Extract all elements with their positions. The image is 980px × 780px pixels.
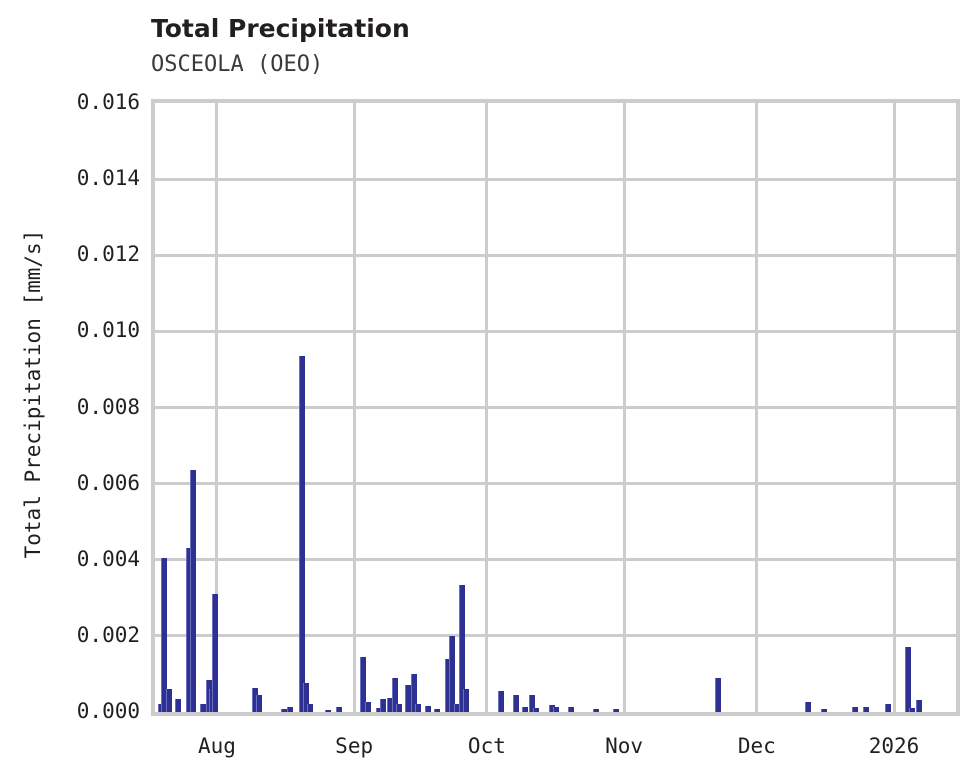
bar bbox=[415, 704, 422, 712]
vertical-gridline bbox=[622, 103, 626, 712]
y-axis-tick-label: 0.000 bbox=[76, 699, 140, 723]
bar bbox=[497, 691, 504, 712]
plot-area bbox=[151, 99, 960, 716]
bar bbox=[186, 548, 193, 712]
bar bbox=[325, 710, 332, 712]
bar bbox=[157, 704, 164, 712]
bar bbox=[915, 699, 922, 712]
bar bbox=[307, 703, 314, 712]
bar bbox=[805, 701, 812, 712]
chart-title: Total Precipitation bbox=[151, 14, 410, 43]
bar bbox=[568, 707, 575, 712]
x-axis-tick-label: Sep bbox=[335, 734, 374, 758]
y-axis-tick-label: 0.008 bbox=[76, 394, 140, 419]
bar bbox=[298, 356, 305, 712]
bar bbox=[166, 689, 173, 712]
bar bbox=[252, 688, 259, 712]
horizontal-gridline bbox=[155, 406, 956, 409]
horizontal-gridline bbox=[155, 253, 956, 257]
bar bbox=[205, 679, 212, 712]
bar bbox=[908, 708, 915, 712]
bar bbox=[255, 694, 262, 712]
bar bbox=[336, 707, 343, 712]
bar bbox=[714, 677, 721, 712]
y-axis-tick-label: 0.010 bbox=[76, 318, 140, 343]
bar bbox=[190, 470, 197, 712]
bar bbox=[462, 689, 469, 712]
bar bbox=[286, 707, 293, 712]
horizontal-gridline bbox=[155, 177, 956, 181]
horizontal-gridline bbox=[155, 482, 956, 486]
bar bbox=[513, 694, 520, 712]
bar bbox=[424, 705, 431, 712]
y-axis-tick-label: 0.014 bbox=[76, 166, 140, 191]
x-axis-tick-label: Dec bbox=[737, 734, 776, 758]
bar bbox=[161, 557, 168, 712]
bar bbox=[200, 704, 207, 712]
bar bbox=[553, 706, 559, 712]
bar bbox=[212, 594, 219, 712]
y-axis-tick-label: 0.006 bbox=[76, 470, 140, 495]
vertical-gridline bbox=[485, 103, 489, 712]
y-axis-tick-labels: 0.016 0.014 0.012 0.010 0.008 0.006 0.004 0.002… bbox=[0, 0, 140, 780]
horizontal-gridline bbox=[155, 634, 956, 638]
x-axis-tick-label: 2026 bbox=[868, 734, 920, 758]
bar bbox=[612, 708, 619, 712]
y-axis-tick-label: 0.004 bbox=[76, 546, 140, 571]
y-axis-tick-label: 0.002 bbox=[76, 622, 140, 647]
vertical-gridline bbox=[215, 103, 219, 712]
bar bbox=[458, 584, 465, 712]
bar bbox=[280, 708, 287, 712]
bar bbox=[364, 702, 371, 712]
bar bbox=[592, 708, 599, 712]
bar bbox=[533, 708, 540, 712]
bar bbox=[851, 707, 858, 712]
bar bbox=[454, 704, 461, 712]
bar bbox=[380, 699, 387, 712]
vertical-gridline bbox=[755, 103, 759, 712]
chart-subtitle: OSCEOLA (OEO) bbox=[151, 52, 324, 77]
bar bbox=[862, 707, 869, 712]
y-axis-tick-label: 0.016 bbox=[76, 90, 140, 114]
bar bbox=[411, 673, 418, 712]
horizontal-gridline bbox=[155, 329, 956, 333]
x-axis-tick-label: Oct bbox=[467, 734, 506, 758]
bar bbox=[444, 658, 451, 712]
bar bbox=[209, 689, 216, 712]
bar bbox=[404, 685, 411, 712]
vertical-gridline bbox=[352, 103, 356, 712]
bar bbox=[449, 635, 456, 712]
bar bbox=[548, 705, 555, 712]
bar bbox=[392, 677, 399, 712]
vertical-gridline bbox=[892, 103, 896, 712]
bar bbox=[303, 683, 310, 712]
bar bbox=[174, 698, 181, 712]
plot-inner bbox=[155, 103, 956, 712]
bar bbox=[904, 647, 911, 712]
horizontal-gridline bbox=[155, 558, 956, 562]
bar bbox=[433, 708, 440, 712]
bar bbox=[396, 704, 403, 712]
bar bbox=[820, 709, 827, 712]
x-axis-tick-label: Nov bbox=[605, 734, 644, 758]
bar bbox=[360, 656, 367, 712]
bar bbox=[884, 704, 891, 712]
y-axis-tick-label: 0.012 bbox=[76, 242, 140, 267]
bar bbox=[387, 697, 394, 712]
x-axis-tick-label: Aug bbox=[197, 734, 236, 758]
bar bbox=[522, 707, 529, 712]
bar bbox=[528, 694, 535, 712]
bar bbox=[375, 708, 382, 712]
